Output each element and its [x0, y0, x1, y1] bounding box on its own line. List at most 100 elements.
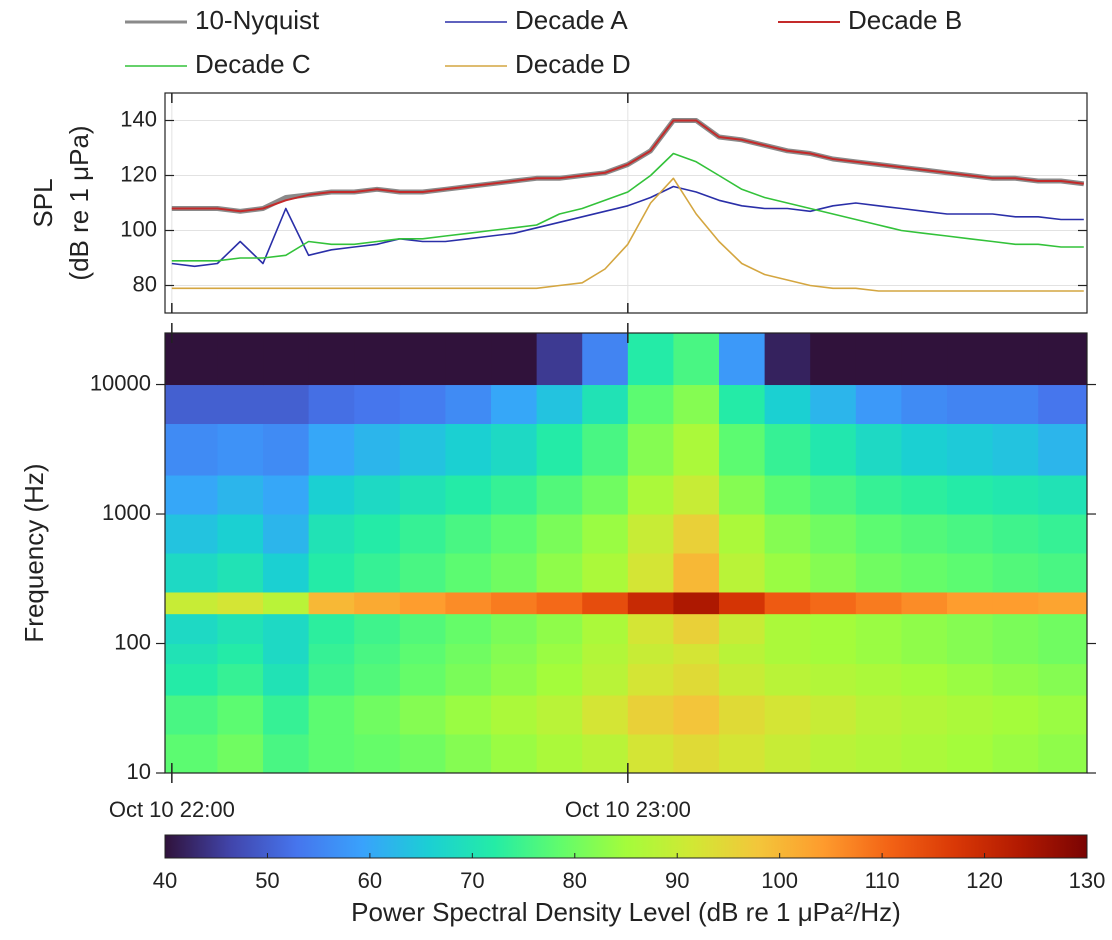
heatmap-cell	[165, 734, 218, 774]
heatmap-cell	[673, 475, 720, 515]
heatmap-cell	[308, 384, 355, 425]
heatmap-cell	[399, 333, 446, 386]
heatmap-cell	[308, 514, 355, 554]
heatmap-cell	[810, 643, 857, 665]
heatmap-cell	[582, 734, 629, 774]
heatmap-cell	[627, 475, 674, 515]
heatmap-cell	[810, 333, 857, 386]
heatmap-cell	[764, 591, 811, 615]
colorbar-tick-label: 40	[153, 868, 177, 893]
heatmap-cell	[901, 475, 948, 515]
heatmap-cell	[901, 553, 948, 593]
heatmap-cell	[901, 643, 948, 665]
heatmap-cell	[354, 643, 401, 665]
heatmap-cell	[764, 333, 811, 386]
colorbar	[164, 834, 1088, 859]
y-tick-label: 140	[120, 106, 157, 131]
heatmap-cell	[1038, 663, 1088, 696]
heatmap-cell	[491, 333, 538, 386]
heatmap-cell	[1038, 613, 1088, 645]
heatmap-cell	[764, 613, 811, 645]
heatmap-cell	[810, 663, 857, 696]
heatmap-cell	[445, 695, 492, 735]
heatmap-cell	[901, 384, 948, 425]
heatmap-cell	[673, 695, 720, 735]
heatmap-cell	[536, 734, 583, 774]
heatmap-cell	[217, 384, 264, 425]
heatmap-cell	[810, 734, 857, 774]
heatmap-cell	[263, 591, 310, 615]
heatmap-cell	[764, 695, 811, 735]
heatmap-cell	[354, 553, 401, 593]
heatmap-cell	[947, 423, 994, 476]
heatmap-cell	[1038, 734, 1088, 774]
heatmap-cell	[992, 514, 1039, 554]
y-tick-label: 10	[127, 759, 151, 784]
heatmap-cell	[719, 591, 766, 615]
heatmap-cell	[263, 613, 310, 645]
heatmap-cell	[217, 643, 264, 665]
heatmap-cell	[719, 553, 766, 593]
heatmap-cell	[947, 695, 994, 735]
heatmap-cell	[855, 695, 902, 735]
heatmap-cell	[627, 695, 674, 735]
heatmap-cell	[582, 333, 629, 386]
heatmap-cell	[491, 423, 538, 476]
heatmap-cell	[582, 423, 629, 476]
heatmap-cell	[582, 591, 629, 615]
heatmap-cell	[217, 333, 264, 386]
heatmap-cell	[217, 695, 264, 735]
heatmap-cell	[719, 734, 766, 774]
heatmap-cell	[719, 333, 766, 386]
x-tick-label: Oct 10 23:00	[565, 797, 691, 822]
heatmap-cell	[445, 734, 492, 774]
heatmap-cell	[992, 591, 1039, 615]
y-tick-label: 120	[120, 161, 157, 186]
heatmap-cell	[947, 663, 994, 696]
heatmap-cell	[165, 333, 218, 386]
colorbar-tick-label: 110	[865, 868, 900, 893]
heatmap-cell	[947, 643, 994, 665]
heatmap-cell	[627, 591, 674, 615]
heatmap-cell	[354, 695, 401, 735]
heatmap-cell	[855, 591, 902, 615]
heatmap-cell	[354, 734, 401, 774]
heatmap-cell	[947, 475, 994, 515]
heatmap-cell	[217, 475, 264, 515]
heatmap-cell	[901, 613, 948, 645]
heatmap-cell	[536, 663, 583, 696]
heatmap-cell	[582, 475, 629, 515]
heatmap-cell	[1038, 475, 1088, 515]
heatmap-cell	[855, 613, 902, 645]
heatmap-cell	[491, 613, 538, 645]
y-tick-label: 80	[133, 271, 157, 296]
heatmap-cell	[308, 333, 355, 386]
heatmap-cell	[582, 613, 629, 645]
heatmap-cell	[810, 475, 857, 515]
heatmap-cell	[491, 553, 538, 593]
heatmap-cell	[764, 384, 811, 425]
heatmap-cell	[992, 734, 1039, 774]
heatmap-cell	[1038, 553, 1088, 593]
heatmap-cell	[445, 384, 492, 425]
heatmap-cell	[263, 475, 310, 515]
heatmap-cell	[354, 613, 401, 645]
heatmap-cell	[855, 475, 902, 515]
heatmap-cell	[1038, 591, 1088, 615]
heatmap-cell	[947, 514, 994, 554]
heatmap-cell	[445, 514, 492, 554]
colorbar-tick-label: 90	[665, 868, 689, 893]
y-tick-label: 100	[120, 216, 157, 241]
heatmap-cell	[165, 553, 218, 593]
heatmap-cell	[901, 663, 948, 696]
y-axis-label: Frequency (Hz)	[19, 463, 49, 642]
heatmap-cell	[627, 384, 674, 425]
heatmap-cell	[536, 643, 583, 665]
heatmap-cell	[445, 591, 492, 615]
heatmap-cell	[719, 663, 766, 696]
heatmap-cell	[445, 553, 492, 593]
colorbar-tick-label: 120	[966, 868, 1003, 893]
heatmap-cell	[1038, 333, 1088, 386]
heatmap-cell	[582, 695, 629, 735]
heatmap-cell	[992, 553, 1039, 593]
